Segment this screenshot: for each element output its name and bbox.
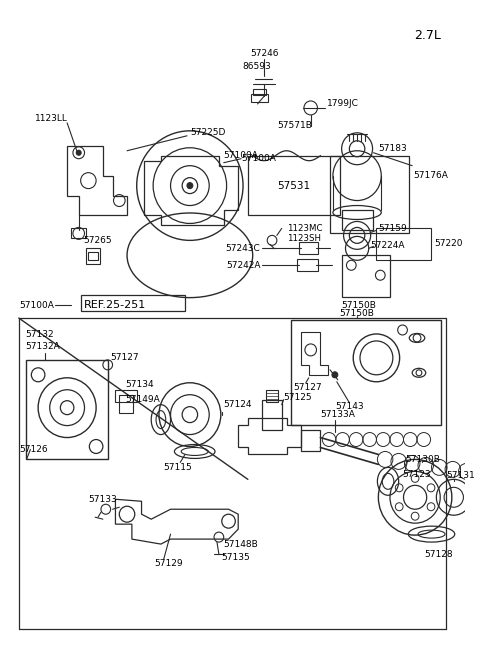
Text: 86593: 86593 — [242, 62, 271, 71]
Text: 1123SH: 1123SH — [287, 234, 321, 243]
Text: 57150B: 57150B — [340, 309, 374, 318]
Bar — [252, 89, 266, 95]
Text: 1123MC: 1123MC — [287, 224, 322, 233]
Circle shape — [187, 183, 193, 189]
Text: 57265: 57265 — [84, 236, 112, 245]
Text: 57135: 57135 — [222, 553, 251, 561]
Circle shape — [76, 150, 81, 155]
Bar — [263, 400, 282, 430]
Text: 57531: 57531 — [277, 181, 310, 191]
Bar — [301, 430, 320, 451]
Text: 57100A: 57100A — [224, 151, 259, 160]
Bar — [116, 390, 137, 402]
Text: 57123: 57123 — [403, 470, 431, 479]
Text: 57150B: 57150B — [342, 301, 376, 310]
Bar — [248, 156, 340, 215]
Text: 57134: 57134 — [125, 381, 154, 389]
Bar — [266, 390, 278, 402]
Text: 57132A: 57132A — [25, 343, 60, 352]
Bar — [120, 395, 133, 413]
Circle shape — [332, 372, 338, 378]
Text: REF.25-251: REF.25-251 — [84, 300, 146, 310]
Text: 57571B: 57571B — [277, 121, 312, 130]
Text: 57243C: 57243C — [226, 244, 261, 253]
Text: 57143: 57143 — [335, 402, 364, 411]
Text: 57225D: 57225D — [190, 128, 225, 138]
Text: 1799JC: 1799JC — [327, 100, 359, 109]
Text: 57127: 57127 — [110, 353, 139, 362]
Bar — [291, 320, 441, 424]
Text: 57133: 57133 — [88, 495, 117, 504]
Text: 57183: 57183 — [378, 144, 407, 153]
Text: 57246: 57246 — [250, 48, 278, 58]
Text: 57176A: 57176A — [413, 171, 448, 180]
Text: 57100A: 57100A — [19, 301, 54, 310]
Text: 57224A: 57224A — [371, 241, 405, 250]
Bar — [297, 259, 318, 271]
Text: 57100A: 57100A — [241, 154, 276, 163]
Text: 57148B: 57148B — [224, 540, 258, 549]
Bar — [342, 255, 390, 297]
Text: 57127: 57127 — [293, 383, 322, 392]
Bar — [342, 210, 372, 231]
Text: 57220: 57220 — [434, 239, 463, 248]
Bar — [86, 248, 100, 264]
Bar — [88, 252, 98, 260]
Bar — [251, 94, 268, 102]
Text: 57133A: 57133A — [320, 410, 355, 419]
Text: 57159: 57159 — [378, 224, 407, 233]
Text: 57130B: 57130B — [406, 455, 440, 464]
Text: 57128: 57128 — [425, 550, 454, 559]
Text: 57125: 57125 — [284, 393, 312, 402]
Text: 57115: 57115 — [164, 463, 192, 472]
Bar — [299, 242, 318, 254]
Text: 57132: 57132 — [25, 331, 54, 339]
Bar — [81, 295, 185, 311]
Text: 57124: 57124 — [224, 400, 252, 409]
Text: 1123LL: 1123LL — [35, 115, 68, 123]
Bar — [376, 229, 431, 260]
Text: 57149A: 57149A — [125, 395, 160, 404]
Bar — [330, 156, 409, 233]
Text: 57126: 57126 — [19, 445, 48, 454]
Text: 57129: 57129 — [154, 559, 183, 569]
Bar — [71, 229, 86, 238]
Text: 57131: 57131 — [446, 471, 475, 480]
Text: 57242A: 57242A — [226, 261, 261, 270]
Text: 2.7L: 2.7L — [414, 29, 441, 43]
Bar — [25, 360, 108, 459]
